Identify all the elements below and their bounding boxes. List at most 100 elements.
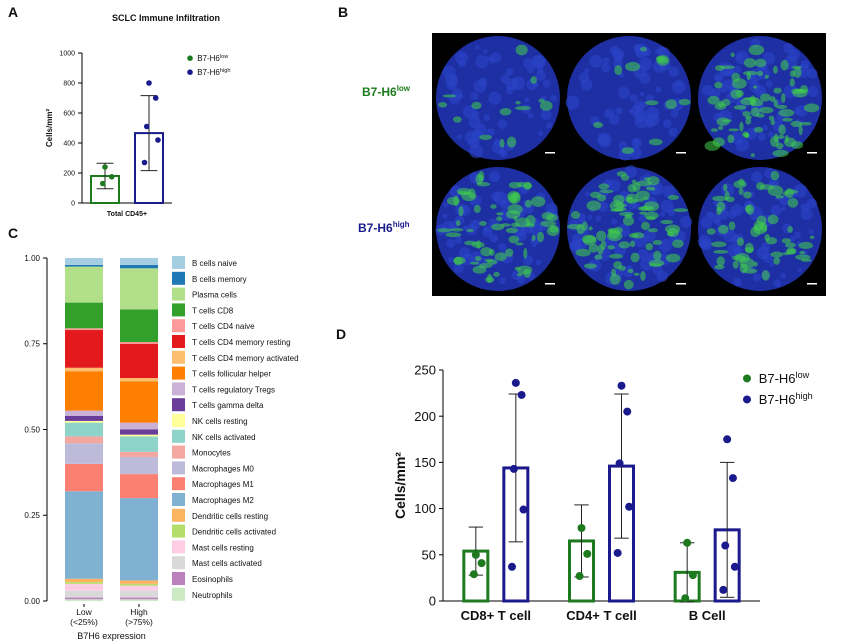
- legend-label: Plasma cells: [192, 291, 237, 300]
- stack-segment: [65, 266, 103, 303]
- tissue-texture: [646, 94, 655, 103]
- stain: [649, 263, 662, 267]
- tissue-texture: [645, 119, 655, 129]
- stain: [739, 121, 744, 132]
- tissue: [567, 36, 691, 160]
- tissue-texture: [668, 127, 678, 137]
- row-label: B7-H6high: [358, 220, 410, 235]
- legend-swatch: [172, 587, 185, 601]
- stack-segment: [120, 422, 158, 430]
- stain: [452, 116, 462, 123]
- legend-swatch: [172, 429, 185, 443]
- data-point: [683, 538, 692, 547]
- stain: [505, 248, 514, 257]
- x-tick-label: CD8+ T cell: [461, 608, 531, 623]
- data-point: [519, 505, 528, 514]
- stack-segment: [65, 597, 103, 600]
- legend-label: B7-H6high: [759, 391, 813, 407]
- stain: [665, 253, 681, 263]
- tissue-texture: [762, 125, 769, 131]
- y-tick-label: 150: [414, 455, 436, 470]
- stain: [789, 70, 796, 78]
- stain: [455, 219, 461, 227]
- stain: [770, 251, 784, 258]
- y-tick-label: 1000: [59, 50, 75, 57]
- stain: [770, 136, 780, 147]
- tissue-texture: [667, 208, 675, 217]
- tissue-texture: [757, 132, 767, 141]
- stain: [713, 249, 729, 254]
- stain: [782, 117, 793, 122]
- data-point: [721, 541, 730, 550]
- tissue-texture: [601, 62, 611, 73]
- stain: [625, 61, 641, 72]
- legend-label: Dendritic cells resting: [192, 512, 268, 521]
- tissue-texture: [453, 262, 465, 274]
- stain: [791, 88, 804, 95]
- stain: [609, 253, 624, 259]
- tissue-texture: [527, 65, 535, 74]
- tissue-texture: [702, 84, 714, 96]
- tissue-texture: [789, 235, 796, 242]
- legend-sup: low: [796, 370, 810, 380]
- tissue-texture: [735, 138, 749, 152]
- stain: [613, 203, 627, 208]
- stain: [716, 207, 722, 215]
- tissue-texture: [700, 216, 713, 229]
- stain: [645, 243, 654, 251]
- stain: [479, 134, 492, 140]
- data-point: [583, 549, 592, 558]
- stain: [438, 102, 448, 108]
- tissue-texture: [542, 79, 551, 88]
- stain: [767, 214, 779, 225]
- stain: [588, 243, 599, 253]
- stain: [795, 254, 811, 261]
- stack-segment: [120, 268, 158, 310]
- tissue-texture: [807, 68, 818, 79]
- legend-swatch: [172, 508, 185, 522]
- stack-segment: [65, 583, 103, 591]
- tissue-texture: [447, 256, 454, 263]
- data-point: [511, 378, 520, 387]
- stain: [778, 124, 786, 136]
- legend-label: Dendritic cells activated: [192, 528, 276, 537]
- stain: [707, 95, 720, 105]
- legend-swatch: [172, 493, 185, 506]
- tissue-texture: [584, 68, 590, 74]
- tissue-texture: [639, 257, 653, 271]
- stain: [760, 93, 771, 102]
- tissue-texture: [483, 114, 491, 122]
- tissue-texture: [488, 91, 502, 105]
- tissue-texture: [446, 238, 456, 248]
- tissue-texture: [629, 94, 638, 103]
- stain: [770, 119, 775, 126]
- stain: [472, 265, 487, 274]
- legend-swatch: [172, 256, 185, 269]
- data-point: [719, 585, 728, 594]
- stain: [772, 149, 789, 158]
- stain: [753, 85, 758, 89]
- stain: [781, 238, 792, 244]
- legend-swatch: [172, 461, 185, 475]
- stain: [646, 186, 652, 191]
- stain: [748, 44, 765, 56]
- tissue-texture: [752, 273, 761, 282]
- x-tick-label: High: [130, 607, 148, 617]
- tissue-texture: [636, 105, 641, 110]
- legend-sup: low: [220, 54, 229, 60]
- tissue-texture: [442, 213, 448, 219]
- stain: [756, 181, 765, 191]
- stain: [764, 74, 770, 79]
- stain: [809, 235, 815, 239]
- stain: [466, 228, 474, 233]
- tissue-texture: [808, 229, 814, 235]
- stain: [493, 271, 500, 277]
- stack-segment: [120, 451, 158, 457]
- stain: [471, 101, 482, 110]
- stain: [769, 96, 776, 103]
- stain: [777, 134, 785, 140]
- x-axis-label: B7H6 expression: [77, 631, 146, 641]
- legend-swatch: [172, 366, 185, 380]
- data-point: [143, 123, 150, 130]
